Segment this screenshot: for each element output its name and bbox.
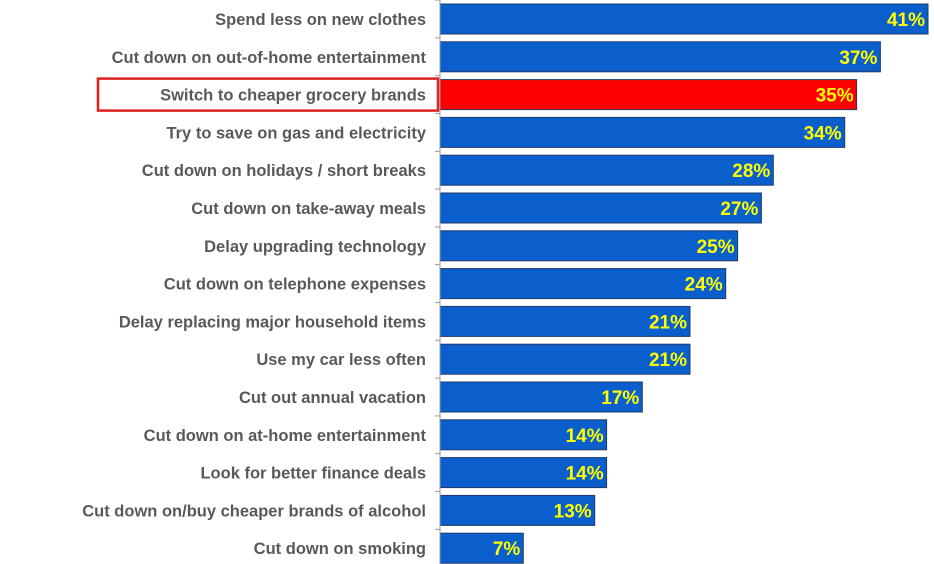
value-label-3: 35% xyxy=(816,86,854,107)
value-label-14: 13% xyxy=(554,501,592,522)
category-label-7: Delay upgrading technology xyxy=(204,238,427,256)
value-label-1: 41% xyxy=(887,10,925,31)
bar-2 xyxy=(439,41,881,73)
bar-8 xyxy=(439,268,727,300)
category-label-4: Try to save on gas and electricity xyxy=(166,124,426,142)
category-label-14: Cut down on/buy cheaper brands of alcoho… xyxy=(82,502,426,520)
value-label-7: 25% xyxy=(697,237,735,258)
value-label-12: 14% xyxy=(566,426,604,447)
category-label-8: Cut down on telephone expenses xyxy=(164,276,426,294)
category-label-11: Cut out annual vacation xyxy=(239,389,426,407)
value-label-13: 14% xyxy=(566,464,604,485)
bar-4 xyxy=(439,116,846,148)
category-label-2: Cut down on out-of-home entertainment xyxy=(112,49,427,67)
value-label-2: 37% xyxy=(839,48,877,69)
category-label-6: Cut down on take-away meals xyxy=(191,200,426,218)
value-label-10: 21% xyxy=(649,350,687,371)
bar-3 xyxy=(439,79,858,111)
value-label-5: 28% xyxy=(732,161,770,182)
value-label-8: 24% xyxy=(685,275,723,296)
category-label-13: Look for better finance deals xyxy=(200,465,426,483)
bars-layer xyxy=(439,3,929,564)
bar-7 xyxy=(439,230,739,262)
category-label-5: Cut down on holidays / short breaks xyxy=(142,162,426,180)
axis-layer xyxy=(435,0,441,564)
bar-15 xyxy=(439,532,524,564)
bar-6 xyxy=(439,192,762,224)
value-label-6: 27% xyxy=(720,199,758,220)
category-label-1: Spend less on new clothes xyxy=(215,11,426,29)
bar-11 xyxy=(439,381,643,413)
bar-5 xyxy=(439,154,774,186)
bar-10 xyxy=(439,343,691,375)
bar-1 xyxy=(439,3,929,35)
value-label-4: 34% xyxy=(804,123,842,144)
bar-14 xyxy=(439,494,596,526)
labels-layer: 41% Spend less on new clothes 37% Cut down … xyxy=(82,10,925,560)
value-label-9: 21% xyxy=(649,312,687,333)
category-label-9: Delay replacing major household items xyxy=(119,313,426,331)
highlight-box xyxy=(96,77,440,112)
value-label-15: 7% xyxy=(493,539,521,560)
value-label-11: 17% xyxy=(601,388,639,409)
category-label-15: Cut down on smoking xyxy=(254,540,426,558)
bar-13 xyxy=(439,457,608,489)
bar-12 xyxy=(439,419,608,451)
category-label-12: Cut down on at-home entertainment xyxy=(144,427,427,445)
category-label-3: Switch to cheaper grocery brands xyxy=(160,87,426,105)
category-label-10: Use my car less often xyxy=(256,351,426,369)
